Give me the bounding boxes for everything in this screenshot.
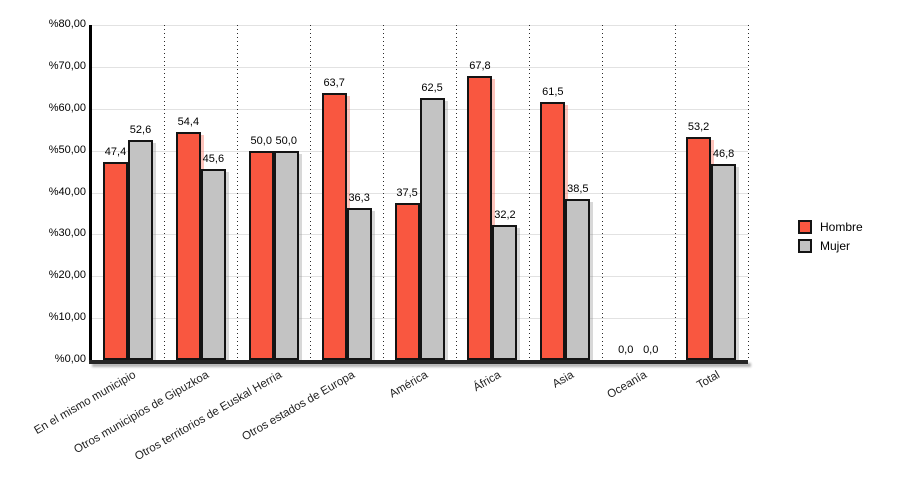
legend-item-mujer: Mujer: [798, 239, 863, 253]
bar-hombre-6: [540, 102, 566, 360]
category-separator: [164, 25, 166, 360]
y-tick-label: %60,00: [48, 101, 86, 114]
bar-hombre-8: [686, 137, 712, 360]
y-tick-label: %20,00: [48, 269, 86, 282]
bar-mujer-4: [419, 98, 445, 360]
bar-mujer-2: [273, 150, 299, 360]
bar-hombre-3: [321, 93, 347, 360]
y-tick-label: %40,00: [48, 185, 86, 198]
value-label-mujer-7: 0,0: [643, 344, 659, 356]
gridline-70: [92, 66, 748, 68]
y-tick-label: %10,00: [48, 311, 86, 324]
y-tick-label: %70,00: [48, 59, 86, 72]
bar-hombre-5: [467, 76, 493, 360]
value-label-mujer-3: 36,3: [348, 191, 370, 204]
value-label-hombre-1: 54,4: [177, 116, 200, 129]
value-label-mujer-0: 52,6: [129, 123, 152, 136]
bar-hombre-2: [248, 150, 274, 360]
category-separator: [674, 25, 676, 360]
bar-mujer-5: [492, 225, 518, 360]
y-tick-label: %30,00: [48, 227, 86, 240]
bar-mujer-0: [128, 139, 153, 360]
y-tick-label: %80,00: [48, 18, 86, 30]
x-axis-line: [89, 360, 748, 364]
category-separator: [528, 25, 530, 360]
value-label-mujer-8: 46,8: [712, 148, 735, 161]
category-separator: [383, 25, 385, 360]
category-separator: [601, 25, 603, 360]
category-separator: [310, 25, 312, 360]
value-label-mujer-6: 38,5: [567, 182, 589, 195]
value-label-mujer-2: 50,0: [275, 134, 297, 147]
y-tick-label: %50,00: [48, 143, 86, 156]
legend-swatch-hombre: [798, 220, 812, 234]
legend-label-mujer: Mujer: [820, 239, 851, 253]
bar-mujer-3: [346, 208, 372, 360]
gridline-80: [92, 25, 748, 26]
bar-hombre-4: [394, 202, 420, 360]
bar-mujer-1: [200, 169, 226, 360]
value-label-mujer-4: 62,5: [421, 82, 443, 95]
bar-hombre-0: [103, 161, 128, 360]
legend: Hombre Mujer: [798, 220, 863, 258]
value-label-hombre-7: 0,0: [618, 344, 634, 356]
legend-swatch-mujer: [798, 239, 812, 253]
bar-mujer-6: [565, 198, 591, 360]
value-label-mujer-5: 32,2: [494, 209, 516, 222]
bar-hombre-1: [175, 132, 201, 360]
plot-area: 47,4 54,4 50,0 63,7 37,5 67,8 61,5 0,0 53,2 52,6 4…: [92, 25, 749, 360]
bar-mujer-8: [711, 164, 737, 360]
value-label-mujer-1: 45,6: [202, 153, 225, 166]
legend-item-hombre: Hombre: [798, 220, 863, 234]
value-label-hombre-8: 53,2: [687, 121, 710, 134]
value-label-hombre-0: 47,4: [104, 145, 127, 158]
value-label-hombre-3: 63,7: [323, 77, 345, 90]
category-separator: [747, 25, 749, 360]
category-separator: [237, 25, 239, 360]
value-label-hombre-2: 50,0: [250, 134, 272, 147]
y-axis-line: [89, 25, 92, 362]
legend-label-hombre: Hombre: [820, 220, 863, 234]
category-separator: [455, 25, 457, 360]
value-label-hombre-4: 37,5: [396, 186, 418, 199]
value-label-hombre-6: 61,5: [542, 86, 564, 99]
value-label-hombre-5: 67,8: [469, 60, 491, 73]
y-tick-label: %0,00: [54, 353, 86, 365]
